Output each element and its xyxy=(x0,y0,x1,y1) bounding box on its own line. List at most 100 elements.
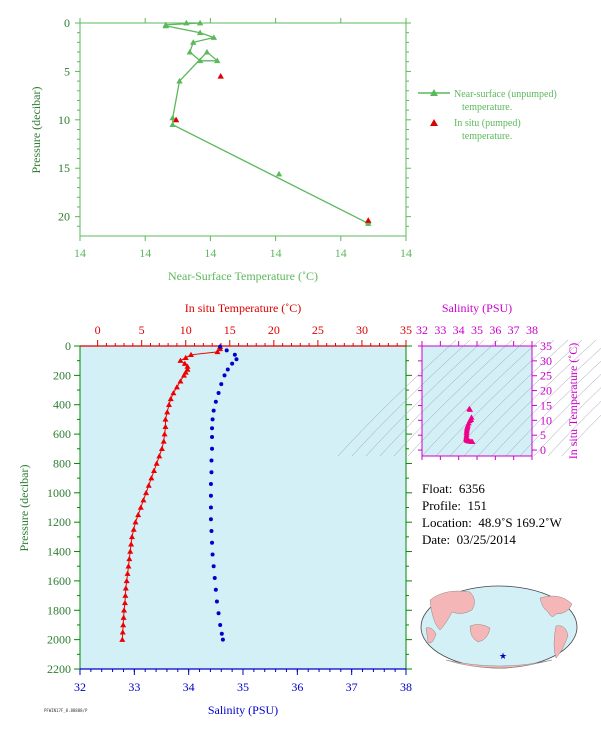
float-info: Float: 6356 Profile: 151 Location: 48.9˚… xyxy=(422,480,562,548)
near-surface-ytick-label: 5 xyxy=(64,64,70,78)
temperature-tick-label: 0 xyxy=(95,323,101,337)
temperature-point xyxy=(214,348,221,355)
salinity-point xyxy=(210,540,215,545)
salinity-point xyxy=(210,552,215,557)
salinity-point xyxy=(219,382,224,387)
location-label: Location: xyxy=(422,515,472,530)
temperature-point xyxy=(145,482,152,488)
ts-ytick-label: 10 xyxy=(540,413,552,427)
temperature-point xyxy=(128,541,135,547)
temperature-point xyxy=(123,577,130,584)
salinity-point xyxy=(219,631,224,636)
date-value: 03/25/2014 xyxy=(456,532,516,547)
map-land-south-america xyxy=(553,625,569,659)
ts-xtick-label: 38 xyxy=(526,323,538,337)
salinity-point xyxy=(222,373,227,378)
profile-ytick-label: 1200 xyxy=(47,515,71,529)
profile-ytick-label: 800 xyxy=(53,456,71,470)
ts-isopycnal xyxy=(547,400,601,457)
salinity-point xyxy=(209,470,214,475)
float-value: 6356 xyxy=(458,481,485,496)
ts-ytick-label: 25 xyxy=(540,369,552,383)
profile-ytick-label: 1000 xyxy=(47,486,71,500)
salinity-point xyxy=(218,622,223,627)
salinity-axis-label: Salinity (PSU) xyxy=(208,703,278,717)
temperature-tick-label: 10 xyxy=(180,323,192,337)
temperature-point xyxy=(173,384,180,390)
ts-isopycnal xyxy=(435,339,555,457)
map-land-north-america xyxy=(539,595,573,617)
salinity-point xyxy=(208,493,213,498)
temperature-point xyxy=(126,555,133,562)
temperature-point xyxy=(148,475,155,481)
temperature-point xyxy=(160,438,167,444)
ts-isopycnal xyxy=(463,339,583,457)
temperature-point xyxy=(188,351,195,358)
near-surface-unpumped-point xyxy=(169,121,176,128)
profile-plot: In situ Temperature (˚C) Salinity (PSU) … xyxy=(17,301,412,717)
ts-isopycnal xyxy=(491,347,601,457)
temperature-point xyxy=(140,497,147,503)
temperature-point xyxy=(170,389,177,396)
salinity-point xyxy=(225,367,230,372)
profile-ytick-label: 400 xyxy=(53,398,71,412)
profile-ytick-label: 1400 xyxy=(47,545,71,559)
ts-isopycnal xyxy=(337,339,457,457)
salinity-point xyxy=(210,446,215,451)
salinity-point xyxy=(210,417,215,422)
near-surface-ylabel: Pressure (decibar) xyxy=(29,87,43,174)
ts-diagram: Salinity (PSU) In situ Temperature (˚C) … xyxy=(337,301,601,460)
ts-isopycnals xyxy=(337,339,601,457)
temperature-point xyxy=(119,636,126,642)
temperature-point xyxy=(137,504,144,510)
ts-salinity-label: Salinity (PSU) xyxy=(442,301,512,315)
map-land-australia xyxy=(469,624,491,643)
near-surface-xtick-label: 14 xyxy=(204,246,216,260)
salinity-point xyxy=(209,458,214,463)
near-surface-frame xyxy=(79,22,407,237)
ts-ytick-label: 5 xyxy=(540,428,546,442)
salinity-tick-label: 36 xyxy=(291,680,303,694)
temperature-point xyxy=(156,453,163,459)
profile-ytick-label: 1600 xyxy=(47,574,71,588)
ts-isopycnal xyxy=(379,339,499,457)
salinity-point xyxy=(209,528,214,533)
footer-code: PFWIN17F_8.88888/P xyxy=(44,708,88,713)
ts-xtick-label: 32 xyxy=(416,323,428,337)
near-surface-xtick-label: 14 xyxy=(139,246,151,260)
temperature-point xyxy=(122,585,129,591)
salinity-point xyxy=(232,352,237,357)
ts-isopycnal xyxy=(505,360,601,457)
temperature-tick-label: 25 xyxy=(312,323,324,337)
near-surface-plot: Pressure (decibar) Near-Surface Temperat… xyxy=(29,16,412,283)
profile-ytick-label: 600 xyxy=(53,427,71,441)
near-surface-xtick-label: 14 xyxy=(335,246,347,260)
near-surface-unpumped-point xyxy=(214,57,221,64)
near-surface-unpumped-point xyxy=(169,114,176,121)
temperature-point xyxy=(127,548,134,554)
near-surface-pumped-point xyxy=(217,73,224,79)
salinity-tick-label: 35 xyxy=(237,680,249,694)
location-value: 48.9˚S 169.2˚W xyxy=(478,515,562,530)
temperature-point xyxy=(167,395,174,402)
profile-frame xyxy=(79,345,407,670)
temperature-point xyxy=(121,607,128,613)
near-surface-unpumped-point xyxy=(275,170,283,177)
temperature-point xyxy=(124,570,131,576)
near-surface-unpumped-point xyxy=(196,57,204,64)
ts-ytick-label: 30 xyxy=(540,354,552,368)
ts-ytick-label: 20 xyxy=(540,384,552,398)
salinity-tick-label: 38 xyxy=(400,680,412,694)
near-surface-legend: Near-surface (unpumped) temperature. In … xyxy=(418,89,557,142)
date-row: Date: 03/25/2014 xyxy=(422,531,562,548)
near-surface-unpumped-point xyxy=(210,34,218,40)
salinity-point xyxy=(213,399,218,404)
salinity-point xyxy=(211,564,216,569)
profile-ytick-label: 1800 xyxy=(47,603,71,617)
temperature-point xyxy=(184,363,191,369)
ts-xtick-label: 37 xyxy=(508,323,520,337)
salinity-point xyxy=(216,390,221,395)
profile-ytick-label: 0 xyxy=(65,339,71,353)
legend-marker-unpumped xyxy=(430,89,438,96)
temperature-point xyxy=(153,460,160,466)
